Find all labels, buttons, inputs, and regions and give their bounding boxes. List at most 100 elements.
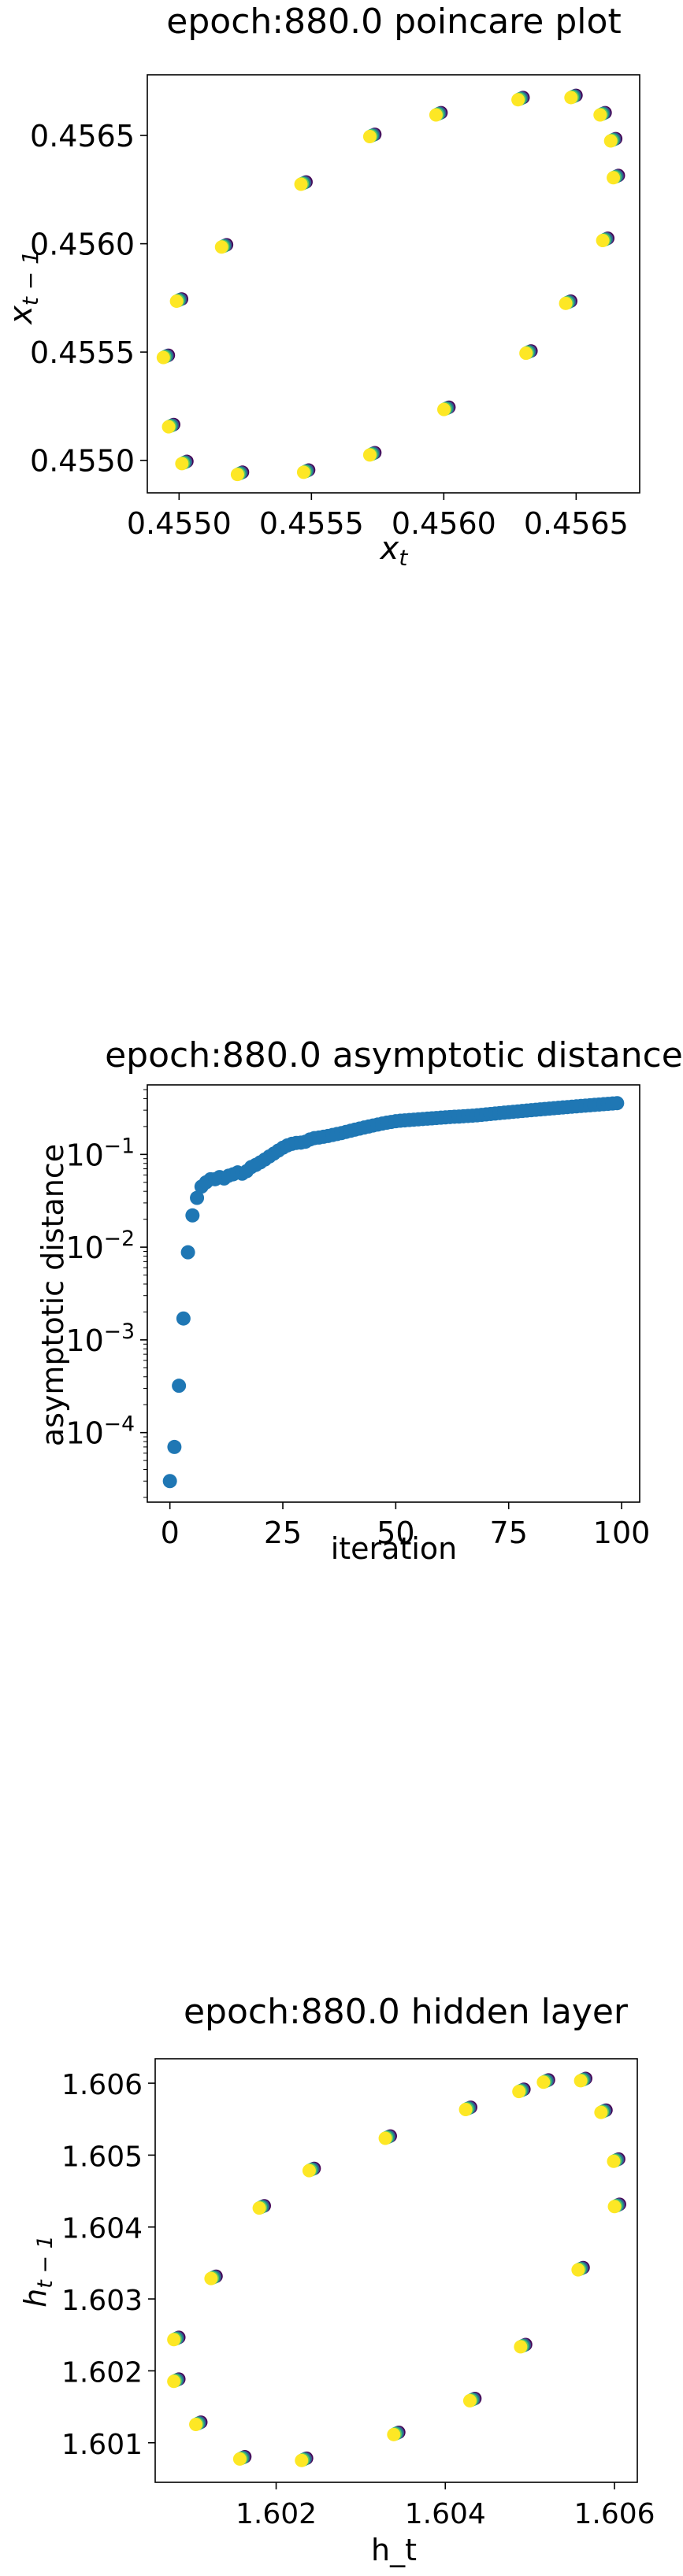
data-point <box>536 2073 555 2089</box>
data-point <box>230 465 250 482</box>
data-point <box>607 168 625 185</box>
data-point <box>169 292 189 309</box>
data-point <box>295 2451 314 2467</box>
data-point <box>162 1474 177 1489</box>
data-point <box>593 105 612 122</box>
point-sample <box>156 350 170 365</box>
y-tick-label: 10−2 <box>65 1227 135 1265</box>
point-sample <box>514 2340 528 2354</box>
x-axis-label: iteration <box>331 1531 458 1566</box>
plot-frame <box>147 74 640 494</box>
data-point <box>596 231 615 248</box>
data-point <box>190 1190 205 1205</box>
data-point <box>512 2082 531 2099</box>
data-point <box>232 2450 252 2466</box>
data-point <box>559 294 577 310</box>
data-point <box>167 2372 186 2389</box>
point-sample <box>296 465 310 479</box>
data-point <box>387 2425 406 2441</box>
y-axis-label: ht − 1 <box>18 2235 58 2308</box>
point-sample <box>594 2105 608 2119</box>
data-point <box>462 2392 482 2408</box>
point-sample <box>559 296 573 310</box>
point-sample <box>462 2393 477 2408</box>
chart-title: epoch:880.0 hidden layer <box>184 1992 629 2032</box>
data-point <box>429 105 448 122</box>
point-sample <box>362 129 377 143</box>
data-point <box>573 2071 592 2088</box>
point-sample <box>294 177 308 191</box>
data-point <box>362 446 382 462</box>
data-point <box>176 1311 191 1326</box>
point-sample <box>603 134 618 148</box>
point-sample <box>161 420 176 434</box>
x-tick-label: 50 <box>377 1516 414 1550</box>
data-point <box>607 2197 626 2214</box>
plot-frame <box>154 2058 638 2483</box>
point-sample <box>593 108 607 122</box>
data-point <box>514 2337 533 2354</box>
x-tick-label: 0.4550 <box>127 506 232 541</box>
data-point <box>175 454 194 471</box>
x-tick-label: 1.604 <box>405 2498 486 2530</box>
point-sample <box>573 2074 588 2088</box>
point-sample <box>302 2163 316 2178</box>
point-sample <box>252 2201 266 2215</box>
asymptotic-distance-chart: epoch:880.0 asymptotic distance 0 25 50 75 1… <box>35 1035 683 1566</box>
y-axis-label: asymptotic distance <box>35 1144 70 1446</box>
data-point <box>607 2152 625 2168</box>
x-tick-label: 0 <box>161 1516 180 1550</box>
data-point <box>603 131 623 148</box>
point-sample <box>564 91 578 105</box>
hidden-layer-panel: epoch:880.0 hidden layer 1.602 1.604 1.606… <box>0 1984 683 2573</box>
x-tick-label: 0.4560 <box>392 506 496 541</box>
plot-frame <box>147 1084 640 1503</box>
point-sample <box>232 2452 247 2466</box>
y-tick-label: 1.605 <box>61 2141 143 2173</box>
point-sample <box>167 2374 181 2389</box>
y-tick-label: 1.606 <box>61 2069 143 2101</box>
y-tick-label: 10−1 <box>65 1134 135 1172</box>
data-point <box>571 2260 590 2277</box>
data-point <box>252 2199 271 2215</box>
data-point <box>594 2103 613 2119</box>
point-sample <box>607 171 621 185</box>
x-tick-label: 1.606 <box>573 2498 655 2530</box>
x-tick-label: 25 <box>264 1516 302 1550</box>
x-tick-label: 75 <box>490 1516 528 1550</box>
data-point <box>185 1208 200 1223</box>
chart-title: epoch:880.0 poincare plot <box>166 2 621 42</box>
point-sample <box>571 2263 585 2277</box>
point-sample <box>230 468 244 482</box>
point-sample <box>458 2102 473 2116</box>
point-sample <box>204 2271 218 2285</box>
x-tick-label: 1.602 <box>236 2498 317 2530</box>
point-sample <box>607 2154 621 2168</box>
y-tick-label: 1.603 <box>61 2285 143 2317</box>
point-sample <box>175 457 189 471</box>
data-point <box>564 88 583 105</box>
data-point <box>161 417 180 434</box>
data-point <box>214 238 234 254</box>
data-point <box>180 1245 195 1260</box>
y-tick-label: 0.4565 <box>30 119 135 154</box>
point-sample <box>429 108 443 122</box>
y-tick-label: 1.602 <box>61 2356 143 2389</box>
point-sample <box>536 2075 551 2089</box>
y-tick-label: 10−3 <box>65 1319 135 1358</box>
x-tick-label: 0.4555 <box>259 506 364 541</box>
data-point <box>167 1439 182 1454</box>
data-point <box>511 91 530 107</box>
point-sample <box>167 2333 181 2347</box>
asymptotic-distance-panel: epoch:880.0 asymptotic distance 0 25 50 75 1… <box>0 1023 683 1614</box>
data-point <box>172 1379 187 1393</box>
hidden-layer-chart: epoch:880.0 hidden layer 1.602 1.604 1.606… <box>18 1992 655 2567</box>
data-point <box>362 128 382 143</box>
poincare-plot-panel: epoch:880.0 poincare plot 0.4550 0.4555 0.… <box>0 0 683 575</box>
point-sample <box>512 2085 526 2099</box>
y-tick-label: 10−4 <box>65 1412 135 1451</box>
point-sample <box>387 2427 401 2441</box>
y-tick-label: 0.4550 <box>30 444 135 479</box>
point-sample <box>378 2131 392 2145</box>
x-tick-label: 100 <box>593 1516 651 1550</box>
